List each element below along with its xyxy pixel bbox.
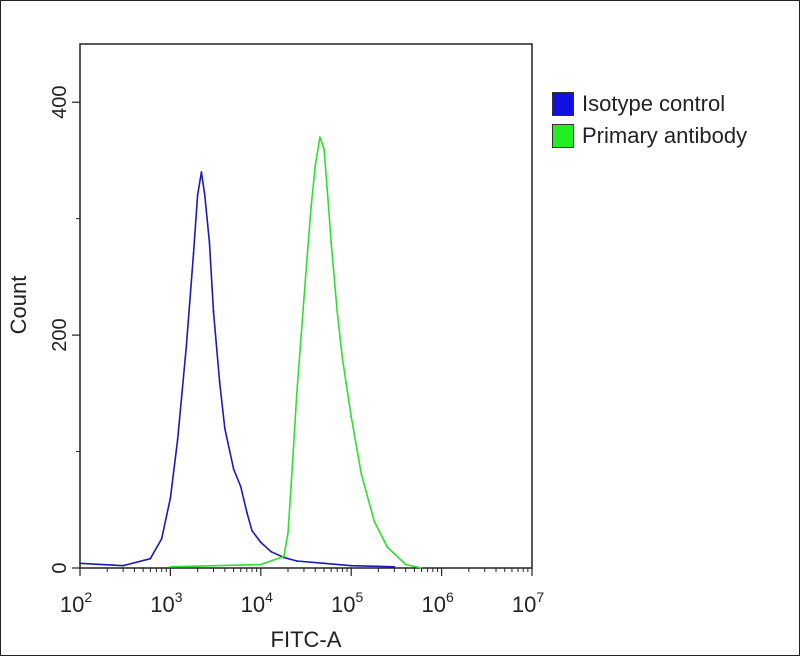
x-tick-label: 104 [241, 589, 273, 617]
isotype-data-point [176, 439, 179, 441]
y-tick-label: 0 [49, 562, 71, 573]
x-tick-label: 106 [421, 589, 453, 617]
legend-swatch-blue [552, 92, 574, 116]
primary-data-point [287, 532, 289, 534]
primary-data-point [305, 264, 308, 267]
plot-area-border [79, 43, 533, 569]
primary-data-point [404, 563, 407, 566]
primary-data-point [310, 206, 312, 208]
isotype-data-point [259, 541, 262, 544]
isotype-data-point [169, 497, 172, 499]
primary-antibody-line [170, 136, 422, 569]
isotype-data-point [223, 427, 226, 430]
legend-label-isotype: Isotype control [582, 91, 726, 116]
isotype-data-point [192, 252, 195, 255]
isotype-data-point [122, 564, 124, 567]
primary-data-point [300, 334, 303, 336]
legend-item-isotype: Isotype control [552, 88, 747, 120]
primary-data-point [314, 165, 317, 168]
primary-data-point [373, 520, 376, 523]
primary-data-point [326, 194, 329, 197]
isotype-data-point [295, 560, 298, 562]
isotype-data-point [208, 241, 211, 243]
primary-data-point [386, 546, 389, 548]
primary-data-point [336, 310, 339, 313]
isotype-data-point [323, 562, 325, 565]
isotype-data-point [200, 171, 203, 174]
isotype-data-point [203, 194, 206, 197]
primary-data-point [360, 473, 363, 476]
x-axis-label: FITC-A [271, 627, 342, 652]
primary-data-point [319, 136, 321, 139]
primary-data-point [295, 392, 298, 395]
isotype-data-point [149, 557, 152, 560]
legend-label-primary: Primary antibody [582, 123, 748, 148]
x-tick-label: 107 [512, 589, 544, 617]
y-tick-label: 200 [49, 318, 71, 351]
primary-data-point [259, 563, 262, 566]
isotype-data-point [160, 538, 163, 540]
primary-data-point [323, 147, 325, 150]
x-tick-label: 105 [331, 589, 363, 617]
isotype-data-point [245, 511, 248, 513]
isotype-data-point [79, 562, 81, 565]
legend-swatch-green [552, 124, 574, 148]
x-tick-label: 103 [150, 589, 182, 617]
isotype-data-point [212, 310, 215, 313]
primary-data-point [330, 241, 332, 243]
isotype-data-point [393, 565, 396, 568]
legend: Isotype control Primary antibody [552, 88, 747, 152]
isotype-data-point [196, 194, 199, 197]
x-tick-label: 102 [60, 589, 92, 617]
y-axis-label: Count [6, 276, 31, 335]
primary-data-point [341, 357, 344, 360]
y-tick-label: 400 [49, 86, 71, 119]
isotype-data-point [232, 468, 235, 470]
isotype-data-point [270, 550, 272, 553]
legend-item-primary: Primary antibody [552, 120, 747, 152]
isotype-data-point [251, 529, 253, 532]
primary-data-point [169, 565, 172, 568]
isotype-data-point [218, 380, 221, 383]
isotype-control-line [79, 171, 395, 568]
primary-data-point [290, 473, 293, 476]
isotype-data-point [185, 345, 188, 348]
primary-data-point [283, 555, 285, 558]
isotype-data-point [350, 564, 353, 567]
isotype-data-point [239, 485, 242, 488]
primary-data-point [350, 415, 353, 418]
